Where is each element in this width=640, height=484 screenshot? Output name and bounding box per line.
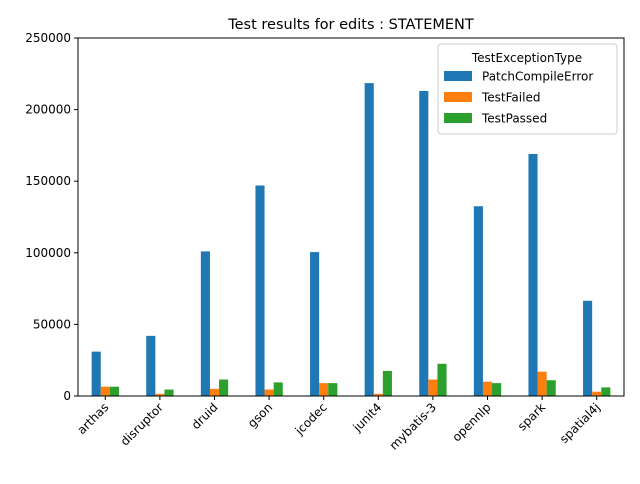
y-tick-label: 50000 bbox=[33, 317, 71, 331]
bar-gson-PatchCompileError bbox=[255, 185, 265, 396]
bar-spark-TestFailed bbox=[537, 371, 547, 396]
bar-disruptor-PatchCompileError bbox=[146, 335, 156, 396]
bar-druid-TestPassed bbox=[219, 379, 229, 396]
bar-gson-TestFailed bbox=[264, 389, 274, 396]
y-tick-label: 0 bbox=[63, 389, 71, 403]
bar-jcodec-TestPassed bbox=[328, 383, 338, 396]
bar-mybatis-3-PatchCompileError bbox=[419, 90, 429, 396]
bar-junit4-TestFailed bbox=[373, 393, 383, 396]
bar-mybatis-3-TestPassed bbox=[437, 363, 447, 396]
y-tick-label: 200000 bbox=[25, 103, 71, 117]
plot-frame bbox=[77, 37, 625, 397]
bar-spark-PatchCompileError bbox=[528, 153, 538, 396]
bar-jcodec-TestFailed bbox=[319, 383, 329, 396]
bar-arthas-TestFailed bbox=[100, 386, 110, 396]
bar-spatial4j-TestFailed bbox=[592, 391, 602, 396]
y-tick-label: 150000 bbox=[25, 174, 71, 188]
bar-disruptor-TestFailed bbox=[155, 393, 165, 396]
bar-junit4-TestPassed bbox=[382, 370, 392, 396]
legend-swatch-TestPassed bbox=[444, 113, 472, 123]
legend-label-TestPassed: TestPassed bbox=[481, 112, 547, 126]
bar-druid-TestFailed bbox=[209, 388, 220, 396]
bar-opennlp-PatchCompileError bbox=[473, 206, 483, 396]
bar-opennlp-TestPassed bbox=[492, 383, 502, 396]
legend-label-PatchCompileError: PatchCompileError bbox=[482, 70, 593, 84]
bar-spatial4j-PatchCompileError bbox=[583, 300, 593, 396]
bar-disruptor-TestPassed bbox=[164, 389, 174, 396]
bar-jcodec-PatchCompileError bbox=[310, 252, 320, 396]
bar-mybatis-3-TestFailed bbox=[428, 379, 438, 396]
bar-spark-TestPassed bbox=[546, 380, 556, 396]
bar-gson-TestPassed bbox=[273, 382, 283, 396]
legend-box bbox=[437, 43, 618, 135]
chart-title: Test results for edits : STATEMENT bbox=[227, 17, 474, 33]
legend: TestExceptionType PatchCompileError TestF… bbox=[437, 43, 618, 135]
y-tick-label: 100000 bbox=[25, 246, 71, 260]
bar-arthas-TestPassed bbox=[109, 386, 119, 396]
bar-spatial4j-TestPassed bbox=[601, 387, 611, 396]
y-axis: 0 50000 100000 150000 200000 250000 bbox=[25, 31, 78, 403]
legend-title: TestExceptionType bbox=[471, 51, 582, 65]
bar-arthas-PatchCompileError bbox=[91, 351, 101, 396]
bars-group bbox=[91, 83, 611, 397]
y-tick-label: 250000 bbox=[25, 31, 71, 45]
bar-junit4-PatchCompileError bbox=[364, 83, 374, 397]
bar-opennlp-TestFailed bbox=[482, 381, 493, 396]
legend-label-TestFailed: TestFailed bbox=[481, 91, 540, 105]
legend-swatch-PatchCompileError bbox=[444, 71, 472, 81]
legend-swatch-TestFailed bbox=[444, 92, 472, 102]
bar-druid-PatchCompileError bbox=[200, 251, 210, 396]
